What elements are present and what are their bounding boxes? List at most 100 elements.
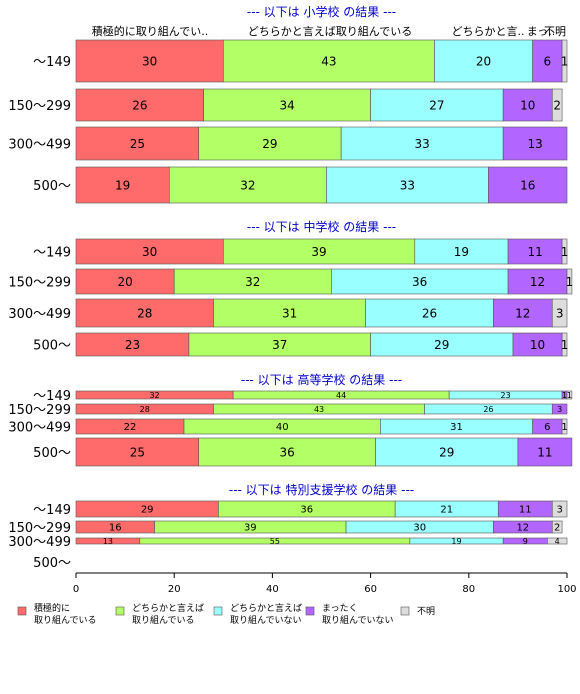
data-label: 29 (262, 137, 277, 151)
bar-segment (566, 268, 573, 295)
data-label: 19 (115, 178, 130, 192)
data-label: 19 (451, 537, 461, 546)
data-label: 32 (149, 391, 159, 400)
data-label: 30 (142, 245, 157, 259)
x-tick-label: 40 (266, 584, 279, 595)
bar-segment (370, 88, 504, 122)
category-label: 300～499 (8, 535, 71, 550)
bar-segment (198, 126, 342, 161)
bar-segment (331, 268, 509, 295)
data-label: 25 (130, 445, 145, 459)
data-label: 22 (124, 422, 137, 433)
category-label: 150～299 (8, 521, 71, 536)
x-tick-label: 80 (462, 584, 475, 595)
data-label: 12 (530, 275, 545, 289)
column-header: 不明 (544, 25, 566, 38)
data-label: 25 (130, 137, 145, 151)
category-label: 300～499 (8, 307, 71, 322)
data-label: 20 (476, 54, 491, 68)
bar-segment (365, 298, 494, 328)
category-label: 500～ (33, 446, 71, 461)
category-label: ～149 (33, 246, 71, 261)
data-label: 21 (440, 505, 453, 516)
bar-segment (551, 88, 563, 122)
data-label: 55 (270, 537, 280, 546)
bar-segment (502, 88, 553, 122)
data-label: 10 (530, 338, 545, 352)
column-header: どちらかと言.. (452, 25, 525, 38)
data-label: 31 (450, 422, 463, 433)
data-label: 12 (516, 523, 529, 534)
bar-segment (340, 126, 504, 161)
data-label: 1 (567, 391, 572, 400)
bar-segment (551, 298, 568, 328)
data-label: 13 (103, 537, 113, 546)
legend-swatch (305, 606, 315, 616)
data-label: 32 (240, 178, 255, 192)
data-label: 33 (415, 137, 430, 151)
category-label: 300～499 (8, 138, 71, 153)
column-header: どちらかと言えば取り組んでいる (248, 25, 412, 38)
bar-segment (198, 437, 376, 467)
bar-segment (75, 298, 214, 328)
data-label: 20 (117, 275, 132, 289)
data-label: 43 (321, 54, 336, 68)
bar-segment (547, 537, 568, 545)
panel-title: --- 以下は 中学校 の結果 --- (247, 219, 396, 234)
data-label: 28 (137, 306, 152, 320)
data-label: 23 (501, 391, 511, 400)
data-label: 11 (519, 505, 532, 516)
legend-swatch (115, 606, 125, 616)
data-label: 1 (561, 338, 569, 352)
bar-segment (173, 268, 332, 295)
data-label: 33 (400, 178, 415, 192)
data-label: 43 (314, 405, 324, 414)
category-label: 150～299 (8, 403, 71, 418)
category-label: 500～ (33, 179, 71, 194)
data-label: 4 (555, 537, 560, 546)
legend-swatch (17, 606, 27, 616)
column-header: 積極的に取り組んでい.. (92, 24, 208, 38)
category-label: 150～299 (8, 99, 71, 114)
data-label: 1 (562, 391, 567, 400)
x-tick-label: 0 (73, 584, 79, 595)
bar-segment (551, 403, 568, 415)
x-tick-label: 100 (557, 584, 576, 595)
column-header: まっ.. (527, 25, 556, 38)
category-label: 500～ (33, 339, 71, 354)
data-label: 11 (527, 245, 542, 259)
bar-segment (561, 39, 568, 83)
legend-label: 取り組んでいない (322, 614, 394, 626)
x-tick-label: 60 (364, 584, 377, 595)
data-label: 26 (132, 98, 147, 112)
legend-label: まったく (322, 603, 358, 614)
data-label: 26 (483, 405, 493, 414)
bar-segment (507, 238, 563, 265)
data-label: 10 (520, 98, 535, 112)
bar-segment (517, 437, 573, 467)
bar-segment (75, 268, 175, 295)
data-label: 2 (554, 523, 560, 534)
panel-title: --- 以下は 小学校 の結果 --- (247, 4, 396, 19)
legend-label: 取り組んでいない (230, 614, 302, 626)
data-label: 9 (523, 537, 528, 546)
data-label: 29 (141, 505, 154, 516)
category-label: ～149 (33, 389, 71, 404)
bar-segment (168, 166, 327, 204)
bar-segment (551, 500, 568, 518)
panel-title: --- 以下は 特別支援学校 の結果 --- (229, 482, 414, 497)
legend-swatch (400, 606, 410, 616)
data-label: 3 (557, 405, 562, 414)
data-label: 6 (544, 422, 550, 433)
data-label: 2 (553, 98, 561, 112)
legend-label: どちらかと言えば (132, 602, 204, 614)
data-label: 39 (311, 245, 326, 259)
bar-segment (561, 238, 568, 265)
data-label: 12 (515, 306, 530, 320)
bar-segment (326, 166, 489, 204)
data-label: 1 (561, 422, 567, 433)
bar-segment (561, 332, 568, 357)
data-label: 40 (276, 422, 289, 433)
bar-segment (566, 390, 573, 400)
